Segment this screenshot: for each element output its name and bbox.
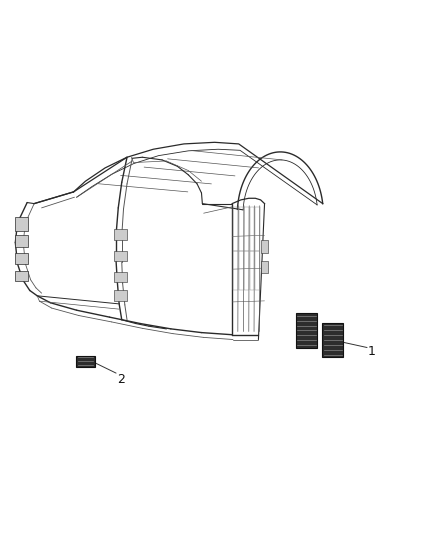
Bar bbox=[261, 261, 268, 273]
Bar bbox=[114, 229, 127, 240]
Bar bbox=[239, 207, 244, 251]
Bar bbox=[255, 207, 260, 251]
Bar bbox=[233, 207, 238, 251]
Bar bbox=[15, 271, 28, 281]
Bar bbox=[322, 322, 343, 357]
Bar bbox=[15, 235, 28, 247]
Bar bbox=[255, 251, 260, 290]
Text: 2: 2 bbox=[117, 373, 125, 386]
Text: 1: 1 bbox=[368, 345, 376, 358]
Bar bbox=[114, 290, 127, 301]
Bar bbox=[15, 253, 28, 264]
Bar bbox=[250, 251, 254, 290]
Bar bbox=[15, 217, 28, 230]
Bar bbox=[239, 251, 244, 290]
Bar bbox=[114, 251, 127, 261]
Bar bbox=[250, 207, 254, 251]
Bar bbox=[244, 207, 249, 251]
Bar bbox=[244, 251, 249, 290]
Bar bbox=[114, 272, 127, 282]
Bar bbox=[76, 356, 95, 367]
Bar bbox=[233, 251, 238, 290]
Bar bbox=[261, 240, 268, 253]
Bar bbox=[296, 313, 317, 348]
